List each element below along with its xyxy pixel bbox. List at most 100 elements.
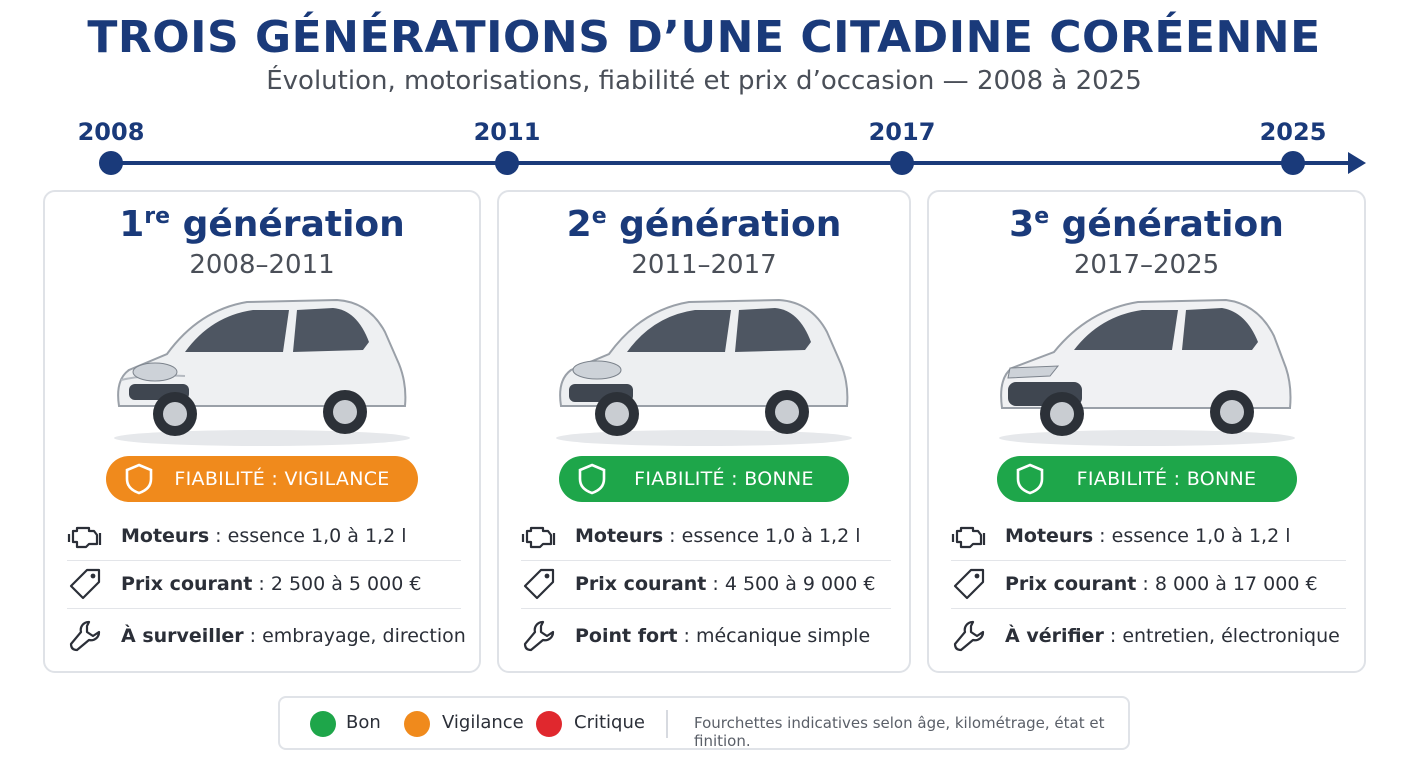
spec-value: essence 1,0 à 1,2 l (681, 525, 861, 547)
spec-label: À surveiller (121, 625, 244, 647)
legend-dot-vigilance (404, 711, 430, 737)
spec-label: Moteurs (121, 525, 210, 547)
wrench-icon (523, 620, 555, 652)
legend-dot-critique (536, 711, 562, 737)
generation-years: 2011–2017 (631, 250, 777, 280)
engine-icon (521, 526, 556, 549)
spec-row-note: À surveiller : embrayage, direction (67, 612, 466, 660)
spec-value: embrayage, direction (262, 625, 466, 647)
timeline-year-2011: 2011 (473, 118, 541, 146)
generation-ordinal: e (1034, 204, 1050, 229)
spec-separator: : (706, 573, 725, 595)
spec-separator: : (1093, 525, 1112, 547)
legend-dot-bon (310, 711, 336, 737)
price-tag-icon (69, 568, 101, 600)
generation-card-1: 1re génération 2008–2011 FIABILITÉ : VIG… (43, 190, 481, 673)
spec-separator: : (663, 525, 682, 547)
spec-separator: : (243, 625, 263, 647)
timeline-dot (1281, 151, 1305, 175)
car-illustration (114, 298, 410, 446)
generation-word: génération (170, 204, 405, 245)
shield-icon (1016, 463, 1043, 495)
legend-separator (666, 710, 668, 738)
row-divider (521, 560, 891, 561)
spec-separator: : (209, 525, 228, 547)
generation-number: 1 (119, 204, 145, 245)
spec-row-engines: Moteurs : essence 1,0 à 1,2 l (951, 512, 1346, 560)
generation-number: 2 (566, 204, 592, 245)
legend: Bon Vigilance Critique Fourchettes indic… (278, 696, 1130, 750)
row-divider (521, 608, 891, 609)
spec-value: mécanique simple (695, 625, 871, 647)
spec-row-price: Prix courant : 4 500 à 9 000 € (521, 560, 891, 608)
spec-row-engines: Moteurs : essence 1,0 à 1,2 l (67, 512, 461, 560)
row-divider (67, 560, 461, 561)
spec-label: Prix courant (121, 573, 253, 595)
legend-label-bon: Bon (346, 712, 381, 733)
timeline-dot (99, 151, 123, 175)
spec-separator: : (252, 573, 271, 595)
timeline-line (111, 161, 1351, 165)
legend-label-vigilance: Vigilance (442, 712, 524, 733)
spec-label: Point fort (575, 625, 678, 647)
generation-years: 2017–2025 (1073, 250, 1220, 280)
generation-title: 3e génération (929, 204, 1364, 245)
reliability-label: FIABILITÉ : VIGILANCE (174, 468, 390, 490)
arrow-right-icon (1348, 152, 1366, 174)
car-illustration (998, 298, 1295, 446)
spec-value: essence 1,0 à 1,2 l (227, 525, 407, 547)
row-divider (951, 560, 1346, 561)
generation-number: 3 (1009, 204, 1035, 245)
reliability-label: FIABILITÉ : BONNE (1076, 468, 1257, 490)
reliability-badge: FIABILITÉ : BONNE (559, 456, 849, 502)
timeline-dot (890, 151, 914, 175)
timeline-year-2025: 2025 (1259, 118, 1327, 146)
spec-value: essence 1,0 à 1,2 l (1111, 525, 1291, 547)
engine-icon (67, 526, 102, 549)
car-illustration (556, 298, 852, 446)
spec-separator: : (1103, 625, 1123, 647)
spec-separator: : (677, 625, 696, 647)
spec-value: entretien, électronique (1122, 625, 1340, 647)
wrench-icon (69, 620, 101, 652)
spec-value: 2 500 à 5 000 € (270, 573, 422, 595)
generation-title: 2e génération (499, 204, 909, 245)
spec-row-note: Point fort : mécanique simple (521, 612, 891, 660)
generation-word: génération (606, 204, 842, 245)
generation-title: 1re génération (45, 204, 479, 245)
spec-row-engines: Moteurs : essence 1,0 à 1,2 l (521, 512, 891, 560)
generation-card-2: 2e génération 2011–2017 FIABILITÉ : BONN… (497, 190, 911, 673)
shield-icon (578, 463, 606, 495)
price-tag-icon (523, 568, 555, 600)
timeline-year-2017: 2017 (868, 118, 936, 146)
spec-label: Prix courant (1005, 573, 1137, 595)
timeline-year-2008: 2008 (77, 118, 145, 146)
spec-row-price: Prix courant : 2 500 à 5 000 € (67, 560, 461, 608)
spec-label: Moteurs (575, 525, 664, 547)
legend-label-critique: Critique (574, 712, 645, 733)
engine-icon (951, 526, 986, 549)
reliability-label: FIABILITÉ : BONNE (634, 468, 814, 490)
spec-label: À vérifier (1005, 625, 1104, 647)
generation-ordinal: e (591, 204, 607, 229)
generation-card-3: 3e génération 2017–2025 FIABILITÉ : BONN… (927, 190, 1366, 673)
row-divider (67, 608, 461, 609)
generation-word: génération (1049, 204, 1284, 245)
generation-years: 2008–2011 (189, 250, 335, 280)
spec-row-note: À vérifier : entretien, électronique (951, 612, 1346, 660)
wrench-icon (953, 620, 985, 652)
reliability-badge: FIABILITÉ : BONNE (996, 456, 1297, 502)
shield-icon (125, 463, 153, 495)
spec-value: 8 000 à 17 000 € (1154, 573, 1318, 595)
page-title: TROIS GÉNÉRATIONS D’UNE CITADINE CORÉENN… (87, 12, 1321, 63)
row-divider (951, 608, 1346, 609)
price-tag-icon (953, 568, 985, 600)
legend-note: Fourchettes indicatives selon âge, kilom… (694, 714, 1105, 750)
spec-label: Prix courant (575, 573, 707, 595)
reliability-badge: FIABILITÉ : VIGILANCE (106, 456, 418, 502)
spec-row-price: Prix courant : 8 000 à 17 000 € (951, 560, 1346, 608)
generation-ordinal: re (144, 204, 171, 229)
timeline: 2008 2011 2017 2025 (0, 110, 1408, 190)
timeline-dot (495, 151, 519, 175)
spec-label: Moteurs (1005, 525, 1094, 547)
